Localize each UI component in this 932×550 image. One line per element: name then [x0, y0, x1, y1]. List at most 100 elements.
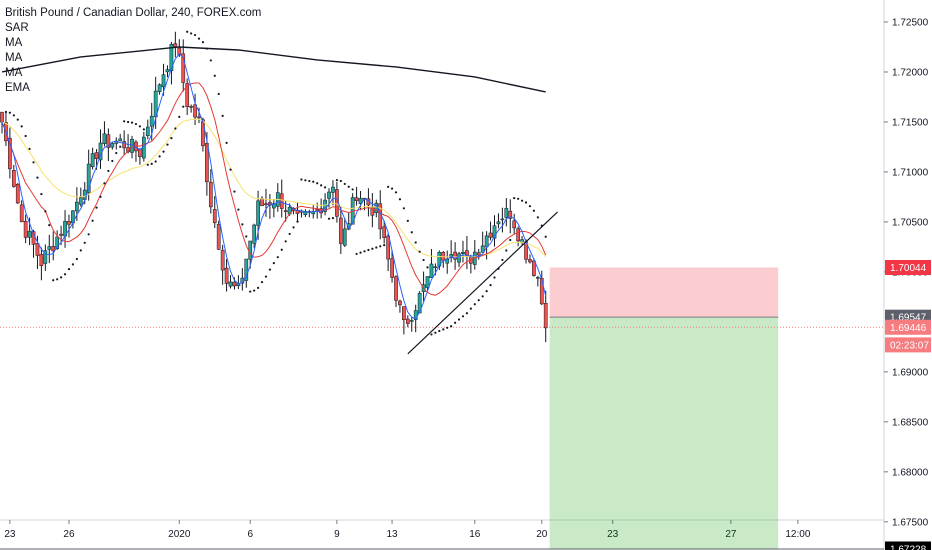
candle-down[interactable]: [177, 47, 182, 56]
candle-down[interactable]: [138, 148, 142, 158]
candle-up[interactable]: [500, 218, 505, 221]
candle-up[interactable]: [118, 138, 123, 142]
candle-up[interactable]: [342, 228, 347, 246]
candle-up[interactable]: [47, 246, 52, 250]
candle-down[interactable]: [197, 116, 201, 119]
candle-up[interactable]: [480, 245, 485, 253]
candle-down[interactable]: [508, 210, 513, 219]
candle-down[interactable]: [512, 220, 517, 229]
candle-up[interactable]: [169, 44, 174, 71]
candle-down[interactable]: [212, 209, 217, 224]
candle-up[interactable]: [244, 258, 249, 281]
candle-down[interactable]: [201, 119, 205, 147]
candle-down[interactable]: [283, 210, 288, 212]
ema-line[interactable]: [1, 118, 547, 258]
candle-down[interactable]: [279, 193, 284, 209]
candle-up[interactable]: [437, 251, 442, 267]
candle-down[interactable]: [390, 258, 394, 278]
candle-up[interactable]: [433, 266, 438, 269]
candle-up[interactable]: [256, 200, 260, 226]
candle-up[interactable]: [248, 240, 253, 260]
candle-down[interactable]: [189, 106, 193, 108]
candle-up[interactable]: [165, 69, 170, 73]
candle-down[interactable]: [19, 204, 24, 223]
stop-loss-zone[interactable]: [549, 267, 779, 318]
candle-down[interactable]: [543, 303, 548, 329]
candle-up[interactable]: [323, 199, 327, 212]
candle-up[interactable]: [90, 153, 95, 168]
candle-up[interactable]: [484, 235, 489, 248]
trend-line[interactable]: [407, 211, 558, 355]
candle-down[interactable]: [315, 209, 320, 212]
candle-down[interactable]: [39, 254, 44, 267]
candle-down[interactable]: [8, 138, 12, 170]
legend-ema[interactable]: EMA: [5, 82, 30, 94]
candle-up[interactable]: [43, 250, 48, 264]
legend-sar[interactable]: SAR: [5, 22, 29, 34]
candle-down[interactable]: [208, 181, 213, 208]
candle-down[interactable]: [193, 104, 197, 118]
candle-down[interactable]: [216, 224, 221, 250]
candle-up[interactable]: [149, 115, 154, 127]
candle-down[interactable]: [181, 53, 186, 83]
candle-down[interactable]: [15, 184, 20, 204]
candle-up[interactable]: [504, 208, 509, 218]
ma-slow-line[interactable]: [1, 46, 546, 93]
legend-ma-3[interactable]: MA: [5, 67, 23, 79]
candle-up[interactable]: [417, 292, 422, 314]
candle-down[interactable]: [405, 318, 410, 324]
candle-up[interactable]: [157, 84, 162, 92]
candle-down[interactable]: [476, 252, 481, 256]
candle-up[interactable]: [102, 133, 107, 144]
candle-down[interactable]: [23, 220, 28, 238]
candle-up[interactable]: [161, 74, 166, 88]
legend-ma-2[interactable]: MA: [5, 52, 23, 64]
candle-up[interactable]: [75, 201, 79, 212]
candle-up[interactable]: [425, 276, 430, 288]
candle-down[interactable]: [528, 259, 532, 263]
candle-down[interactable]: [394, 276, 398, 301]
candle-up[interactable]: [358, 198, 363, 204]
candle-down[interactable]: [264, 203, 268, 206]
candle-down[interactable]: [35, 243, 40, 256]
candle-up[interactable]: [331, 186, 335, 193]
candle-down[interactable]: [51, 246, 56, 252]
candle-down[interactable]: [67, 221, 71, 225]
legend-ma-1[interactable]: MA: [5, 37, 23, 49]
candle-down[interactable]: [232, 281, 237, 287]
candle-down[interactable]: [94, 152, 99, 160]
candle-down[interactable]: [532, 260, 536, 276]
candle-up[interactable]: [492, 225, 497, 239]
candle-down[interactable]: [260, 198, 264, 207]
candle-up[interactable]: [457, 253, 461, 263]
candle-down[interactable]: [224, 267, 229, 284]
candle-down[interactable]: [382, 226, 387, 238]
candle-up[interactable]: [496, 221, 501, 225]
candle-down[interactable]: [386, 235, 390, 260]
candle-up[interactable]: [252, 224, 257, 244]
candle-down[interactable]: [398, 300, 402, 306]
candle-up[interactable]: [86, 163, 91, 194]
take-profit-zone[interactable]: [549, 317, 779, 549]
candle-down[interactable]: [539, 278, 544, 305]
candle-up[interactable]: [55, 236, 60, 250]
candle-down[interactable]: [122, 141, 126, 149]
candle-up[interactable]: [409, 320, 414, 322]
ma-fast-line[interactable]: [1, 53, 547, 320]
candle-up[interactable]: [272, 203, 276, 209]
candle-down[interactable]: [338, 217, 343, 244]
candle-up[interactable]: [429, 263, 434, 278]
ma-mid-line[interactable]: [1, 82, 547, 296]
candle-down[interactable]: [59, 233, 63, 236]
candle-up[interactable]: [145, 126, 150, 136]
candle-down[interactable]: [11, 170, 16, 187]
candle-up[interactable]: [327, 191, 331, 199]
candle-down[interactable]: [220, 249, 225, 271]
candle-up[interactable]: [535, 277, 540, 279]
candle-up[interactable]: [27, 230, 32, 238]
candle-up[interactable]: [228, 281, 233, 287]
candle-down[interactable]: [402, 306, 406, 320]
candle-down[interactable]: [106, 134, 111, 148]
candle-down[interactable]: [488, 232, 493, 238]
